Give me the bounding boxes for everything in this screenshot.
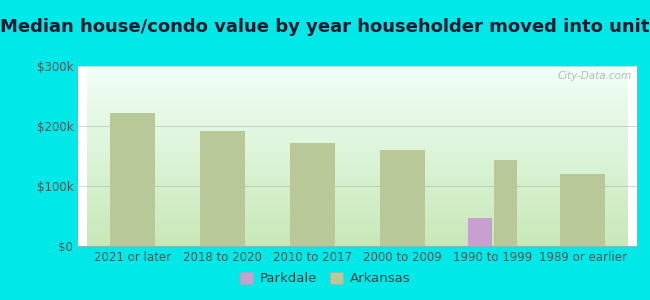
Bar xyxy=(290,143,335,246)
Bar xyxy=(380,150,425,246)
Bar xyxy=(493,160,517,246)
Bar xyxy=(560,174,605,246)
Legend: Parkdale, Arkansas: Parkdale, Arkansas xyxy=(235,266,415,290)
Bar xyxy=(200,131,245,246)
Bar xyxy=(110,113,155,246)
Text: City-Data.com: City-Data.com xyxy=(557,71,631,81)
Bar xyxy=(469,218,492,246)
Text: Median house/condo value by year householder moved into unit: Median house/condo value by year househo… xyxy=(0,18,650,36)
